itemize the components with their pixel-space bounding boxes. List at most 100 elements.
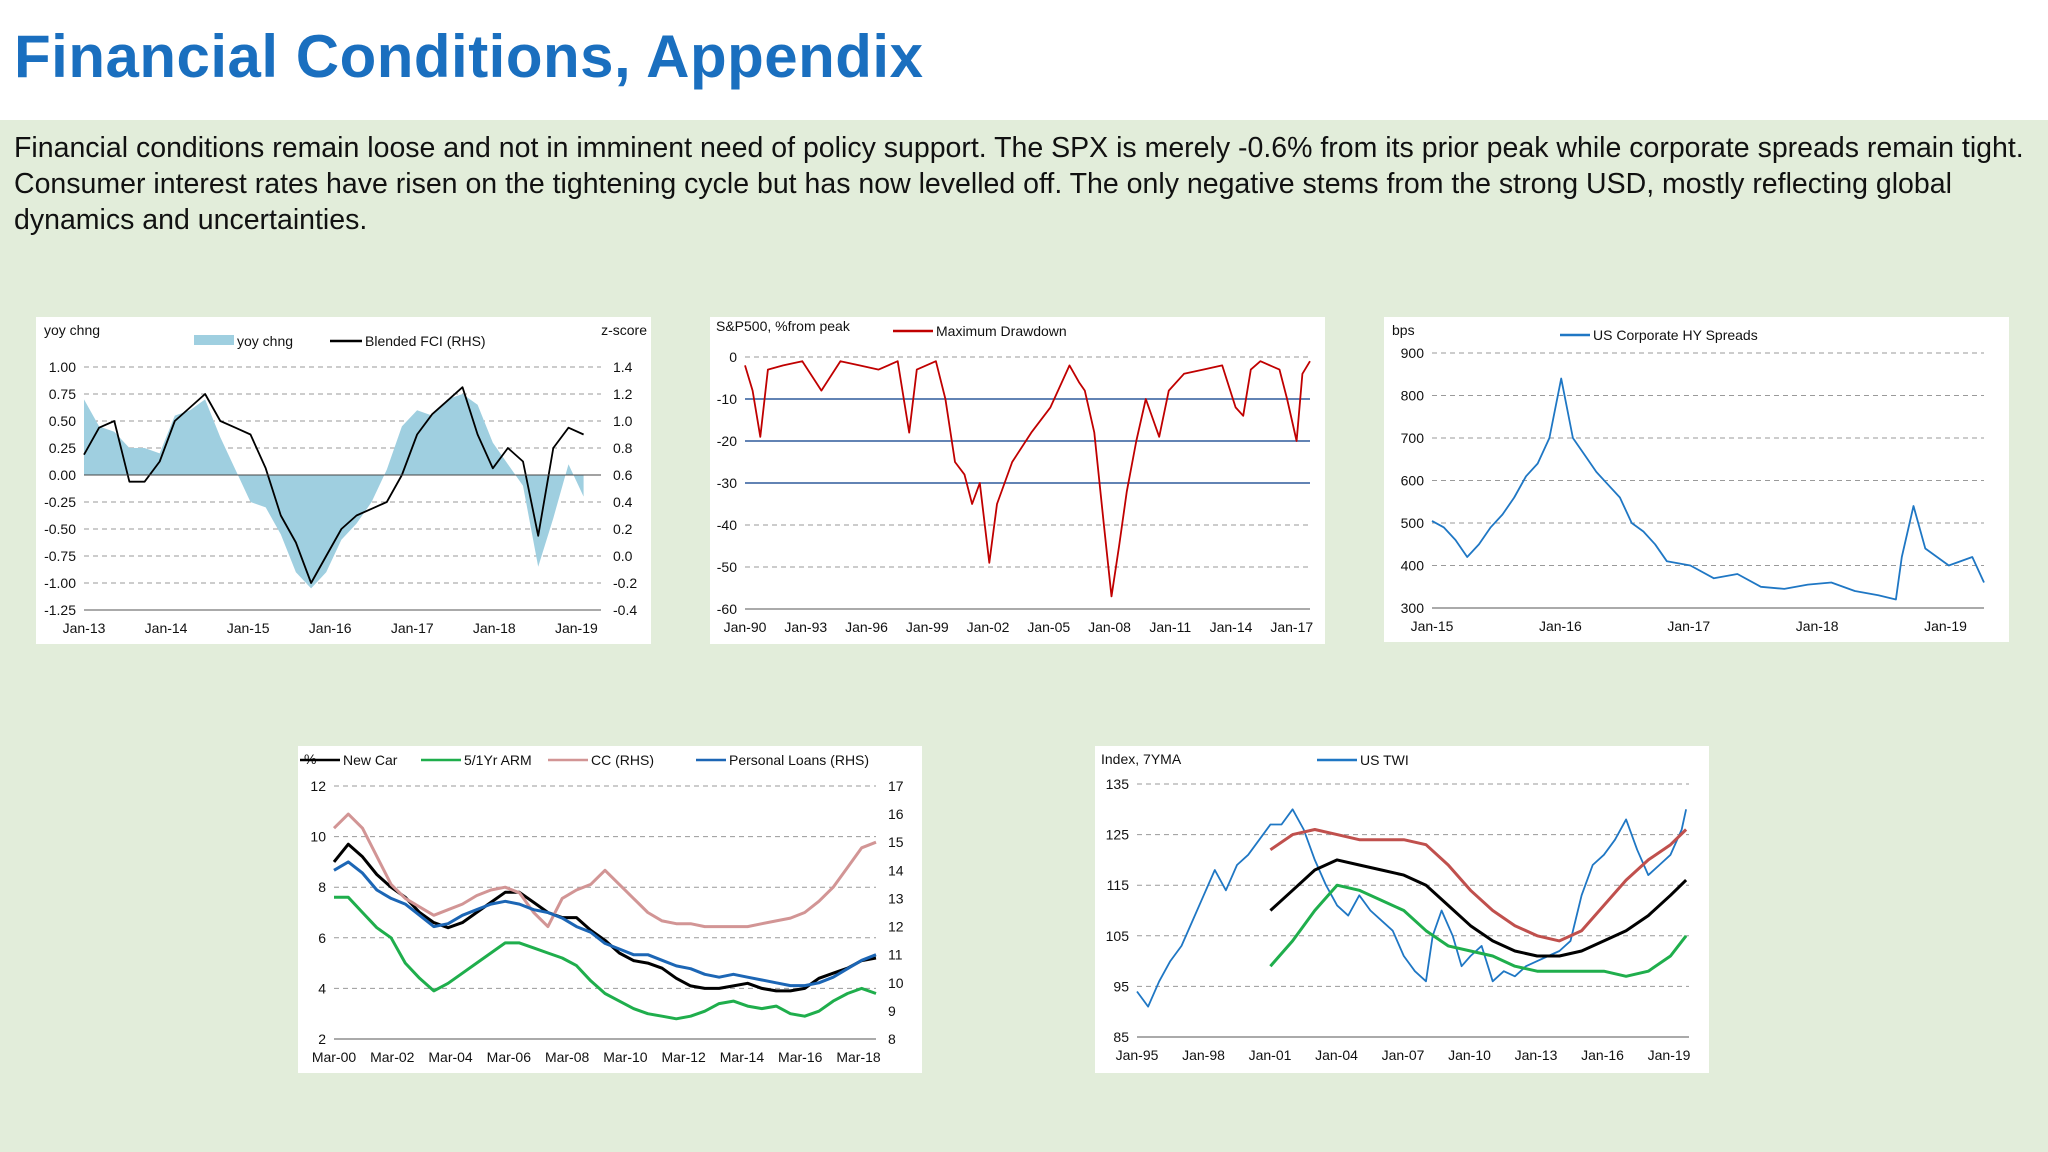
y-tick-label: 500 bbox=[1401, 515, 1425, 531]
y-tick-label-right: 13 bbox=[888, 890, 904, 906]
y-tick-label: 4 bbox=[318, 980, 326, 996]
y-tick-label: 1.00 bbox=[49, 359, 76, 375]
y-tick-label: -1.25 bbox=[44, 602, 76, 618]
y-tick-label: 0.75 bbox=[49, 386, 76, 402]
x-tick-label: Jan-95 bbox=[1116, 1047, 1159, 1063]
y-tick-label: 0.25 bbox=[49, 440, 76, 456]
y-tick-label: -0.25 bbox=[44, 494, 76, 510]
chart-panel-hy: bps 900 800 700 600 500 400 300 Jan-15 Jan-16 Jan-… bbox=[1384, 317, 2009, 642]
y-tick-label: 8 bbox=[318, 879, 326, 895]
y-tick-label: 2 bbox=[318, 1031, 326, 1047]
chart-panel-twi: Index, 7YMA 135 125 115 105 95 85 Jan-95 Jan-98 J… bbox=[1095, 746, 1709, 1073]
x-tick-label: Jan-07 bbox=[1382, 1047, 1425, 1063]
x-tick-label: Jan-16 bbox=[309, 620, 352, 636]
y-tick-label: -0.75 bbox=[44, 548, 76, 564]
y-tick-label: 10 bbox=[310, 829, 326, 845]
y-tick-label: 700 bbox=[1401, 430, 1425, 446]
x-tick-label: Jan-08 bbox=[1088, 619, 1131, 635]
y-tick-label: 900 bbox=[1401, 345, 1425, 361]
x-tick-label: Mar-06 bbox=[487, 1049, 532, 1065]
series-line bbox=[744, 360, 1311, 598]
y-tick-label-right: 0.4 bbox=[613, 494, 633, 510]
x-tick-label: Mar-04 bbox=[428, 1049, 473, 1065]
page-title: Financial Conditions, Appendix bbox=[14, 23, 924, 90]
x-tick-label: Jan-17 bbox=[391, 620, 434, 636]
y-tick-label: 400 bbox=[1401, 558, 1425, 574]
x-tick-label: Jan-05 bbox=[1027, 619, 1070, 635]
legend-label: 5/1Yr ARM bbox=[464, 752, 532, 768]
legend-label: Blended FCI (RHS) bbox=[365, 333, 486, 349]
x-tick-label: Jan-14 bbox=[145, 620, 188, 636]
x-tick-label: Mar-10 bbox=[603, 1049, 648, 1065]
y-tick-label: -10 bbox=[717, 391, 737, 407]
x-tick-label: Jan-16 bbox=[1539, 618, 1582, 634]
y-tick-label: 800 bbox=[1401, 388, 1425, 404]
x-tick-label: Jan-04 bbox=[1315, 1047, 1358, 1063]
series-line bbox=[1269, 828, 1688, 943]
x-tick-label: Jan-19 bbox=[555, 620, 598, 636]
y-tick-label: 600 bbox=[1401, 473, 1425, 489]
x-tick-label: Jan-15 bbox=[1411, 618, 1454, 634]
intro-paragraph: Financial conditions remain loose and no… bbox=[14, 132, 2024, 236]
y-tick-label: 0.50 bbox=[49, 413, 76, 429]
y-tick-label-right: 10 bbox=[888, 975, 904, 991]
y-tick-label: -50 bbox=[717, 559, 737, 575]
legend-label: US TWI bbox=[1360, 752, 1409, 768]
x-tick-label: Jan-14 bbox=[1210, 619, 1253, 635]
y-tick-label: -0.50 bbox=[44, 521, 76, 537]
y-tick-label: 85 bbox=[1113, 1029, 1129, 1045]
y-tick-label-right: 9 bbox=[888, 1003, 896, 1019]
x-tick-label: Jan-16 bbox=[1581, 1047, 1624, 1063]
x-tick-label: Mar-18 bbox=[836, 1049, 881, 1065]
series-line bbox=[334, 895, 877, 1021]
y-tick-label-right: 1.4 bbox=[613, 359, 633, 375]
y-tick-label-right: 0.6 bbox=[613, 467, 633, 483]
legend-label: Maximum Drawdown bbox=[936, 323, 1067, 339]
x-tick-label: Mar-02 bbox=[370, 1049, 415, 1065]
legend-label: US Corporate HY Spreads bbox=[1593, 327, 1758, 343]
x-tick-label: Jan-02 bbox=[967, 619, 1010, 635]
series-area bbox=[84, 394, 584, 589]
y-tick-label: 115 bbox=[1107, 877, 1130, 893]
chart-drawdown: S&P500, %from peak 0 -10 -20 -30 -40 -50 -60 Jan… bbox=[716, 318, 1313, 635]
y-axis-label: S&P500, %from peak bbox=[716, 318, 851, 334]
chart-hy-spreads: bps 900 800 700 600 500 400 300 Jan-15 Jan-16 Jan-… bbox=[1392, 322, 1985, 634]
y-tick-label: 135 bbox=[1106, 776, 1130, 792]
y-axis-label: bps bbox=[1392, 322, 1415, 338]
series-line bbox=[332, 842, 877, 993]
x-tick-label: Jan-17 bbox=[1667, 618, 1710, 634]
x-tick-label: Jan-13 bbox=[1515, 1047, 1558, 1063]
x-tick-label: Jan-19 bbox=[1924, 618, 1967, 634]
chart-panel-fci: yoy chng z-score 1.00 0.75 0.50 0.25 0.00 -0.25… bbox=[36, 317, 651, 644]
legend-label: New Car bbox=[343, 752, 398, 768]
y-tick-label: -40 bbox=[717, 517, 737, 533]
y-tick-label-right: 0.2 bbox=[613, 521, 633, 537]
y-axis-label-right: z-score bbox=[601, 322, 647, 338]
y-tick-label: 0 bbox=[729, 349, 737, 365]
x-tick-label: Mar-00 bbox=[312, 1049, 357, 1065]
y-tick-label-right: 14 bbox=[888, 862, 904, 878]
legend-label: CC (RHS) bbox=[591, 752, 654, 768]
y-tick-label: 125 bbox=[1106, 827, 1130, 843]
series-line bbox=[333, 860, 877, 988]
series-line bbox=[1431, 377, 1985, 601]
y-tick-label-right: 11 bbox=[888, 947, 903, 963]
y-tick-label: 95 bbox=[1113, 978, 1129, 994]
x-tick-label: Jan-17 bbox=[1270, 619, 1313, 635]
x-tick-label: Jan-11 bbox=[1149, 619, 1191, 635]
y-tick-label-right: 1.0 bbox=[613, 413, 633, 429]
y-tick-label-right: -0.4 bbox=[613, 602, 637, 618]
x-tick-label: Jan-15 bbox=[227, 620, 270, 636]
y-tick-label: 0.00 bbox=[49, 467, 76, 483]
x-tick-label: Jan-98 bbox=[1182, 1047, 1225, 1063]
y-tick-label: -60 bbox=[717, 601, 737, 617]
y-tick-label-right: 8 bbox=[888, 1031, 896, 1047]
series-line bbox=[1269, 883, 1688, 978]
y-tick-label: 6 bbox=[318, 930, 326, 946]
x-tick-label: Jan-18 bbox=[473, 620, 516, 636]
header-bar: Financial Conditions, Appendix bbox=[0, 0, 2048, 120]
y-tick-label-right: 16 bbox=[888, 806, 904, 822]
x-tick-label: Mar-14 bbox=[720, 1049, 765, 1065]
x-tick-label: Jan-96 bbox=[845, 619, 888, 635]
y-axis-label: yoy chng bbox=[44, 322, 100, 338]
